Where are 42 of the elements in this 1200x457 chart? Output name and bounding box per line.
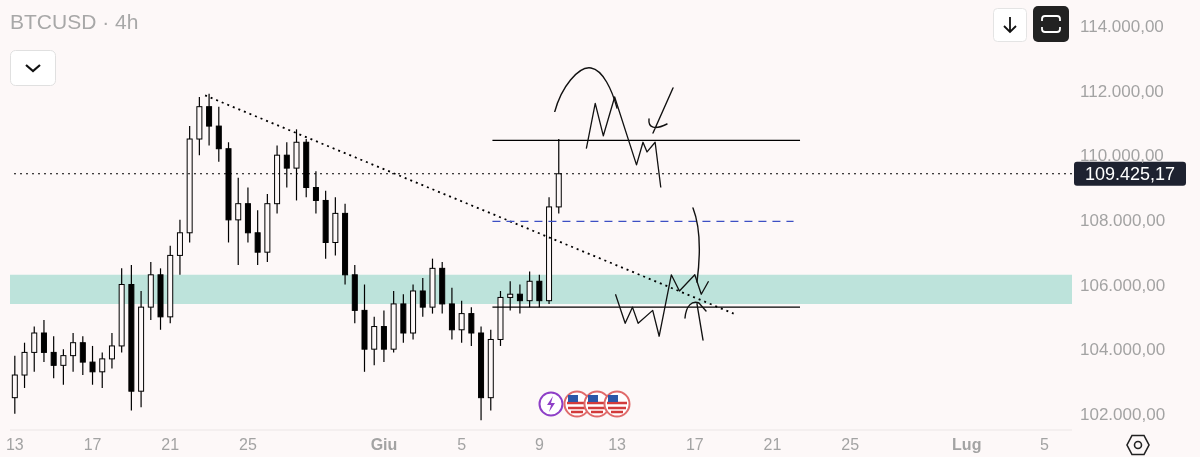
- x-tick-label: 21: [763, 436, 782, 453]
- y-tick-label: 108.000,00: [1080, 210, 1166, 230]
- ref-line-label: 109.425,17: [1084, 163, 1176, 184]
- candlestick: [108, 332, 115, 370]
- x-tick-label: Lug: [952, 436, 982, 453]
- x-tick-label: 13: [608, 436, 627, 453]
- x-tick-label: Giu: [370, 436, 398, 453]
- y-tick-label: 106.000,00: [1080, 275, 1166, 295]
- y-tick-label: 114.000,00: [1080, 16, 1164, 36]
- candlestick: [70, 332, 77, 373]
- x-tick-label: 21: [161, 436, 180, 453]
- candlestick: [215, 106, 222, 163]
- candlestick: [50, 335, 57, 379]
- candlestick: [254, 209, 261, 266]
- x-tick-label: 9: [534, 436, 544, 453]
- candlestick: [21, 342, 28, 389]
- x-tick-label: 17: [685, 436, 704, 453]
- candlestick: [40, 319, 47, 363]
- x-tick-label: 5: [1040, 436, 1050, 453]
- candlestick: [458, 300, 465, 344]
- candlestick: [468, 306, 475, 347]
- text: BTCUSD · 4h: [10, 10, 139, 34]
- candlestick: [380, 309, 387, 363]
- y-tick-label: 110.000,00: [1080, 146, 1164, 166]
- y-tick-label: 112.000,00: [1080, 81, 1164, 101]
- candlestick: [419, 277, 426, 318]
- candlestick: [371, 316, 378, 366]
- candlestick: [79, 335, 86, 376]
- candlestick: [31, 325, 38, 373]
- candlestick: [89, 345, 96, 386]
- candlestick: [99, 351, 106, 389]
- x-tick-label: 25: [841, 436, 860, 453]
- y-tick-label: 102.000,00: [1080, 404, 1166, 424]
- x-tick-label: 25: [239, 436, 257, 453]
- candlestick: [11, 355, 18, 415]
- x-tick-label: 17: [83, 436, 102, 453]
- candlestick: [235, 177, 242, 266]
- y-tick-label: 104.000,00: [1080, 340, 1166, 360]
- x-tick-label: 13: [5, 436, 24, 453]
- candlestick: [176, 219, 183, 276]
- candlestick: [60, 348, 67, 386]
- x-tick-label: 5: [457, 436, 467, 453]
